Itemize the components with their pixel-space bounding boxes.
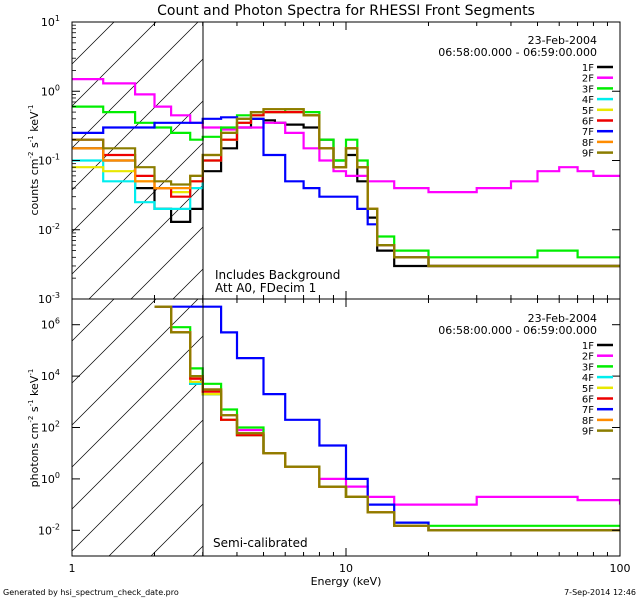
top-ylabel-part-0: counts cm — [28, 158, 41, 215]
bottom-ylabel-part-2: s — [28, 406, 41, 415]
annotation-attenuator: Att A0, FDecim 1 — [215, 281, 316, 295]
legend-label-6F: 6F — [582, 395, 594, 406]
bottom-ylabel-part-4: keV — [28, 375, 41, 399]
top-ylabel-part-3: -1 — [27, 135, 35, 142]
top-ylabel-part-4: keV — [28, 111, 41, 135]
series-9F-line — [72, 108, 620, 268]
top-ylabel-part-5: -1 — [27, 105, 35, 112]
x-tick-label: 100 — [610, 562, 631, 575]
bottom-ylabel-part-0: photons cm — [28, 423, 41, 488]
footer-timestamp: 7-Sep-2014 12:46 — [564, 588, 636, 597]
x-tick-label: 10 — [339, 562, 353, 575]
legend-label-3F: 3F — [582, 84, 594, 95]
legend-label-6F: 6F — [582, 117, 594, 128]
annotation-semi-calibrated: Semi-calibrated — [213, 536, 308, 550]
bottom-date: 23-Feb-2004 — [528, 312, 597, 325]
legend-label-3F: 3F — [582, 362, 594, 373]
top-ylabel-part-2: s — [28, 142, 41, 151]
hatch-line — [72, 335, 203, 468]
legend-label-5F: 5F — [582, 384, 594, 395]
legend-label-8F: 8F — [582, 416, 594, 427]
y-tick-label: 10-1 — [38, 153, 60, 168]
top-ylabel-part-1: -2 — [27, 151, 35, 158]
annotation-background: Includes Background — [215, 268, 340, 282]
legend-label-1F: 1F — [582, 63, 594, 74]
y-tick-label: 104 — [41, 368, 60, 383]
legend-label-7F: 7F — [582, 405, 594, 416]
hatch-line — [72, 377, 203, 510]
legend-label-5F: 5F — [582, 106, 594, 117]
top-date: 23-Feb-2004 — [528, 34, 597, 47]
y-tick-label: 106 — [41, 317, 60, 332]
top-time-range: 06:58:00.000 - 06:59:00.000 — [438, 46, 597, 59]
hatch-line — [72, 142, 203, 275]
legend-label-2F: 2F — [582, 74, 594, 85]
chart-title: Count and Photon Spectra for RHESSI Fron… — [157, 3, 535, 19]
bottom-ylabel-part-5: -1 — [27, 369, 35, 376]
hatched-region-bottom — [72, 299, 203, 556]
hatch-line — [72, 299, 199, 426]
y-tick-label: 10-3 — [38, 291, 60, 306]
hatch-line — [130, 226, 203, 299]
bottom-ylabel-part-1: -2 — [27, 416, 35, 423]
series-9F-line — [154, 305, 620, 532]
legend-label-8F: 8F — [582, 138, 594, 149]
top-ylabel: counts cm-2 s-1 keV-1 — [27, 105, 41, 216]
hatch-line — [72, 22, 157, 107]
legend-label-2F: 2F — [582, 352, 594, 363]
hatch-line — [150, 503, 203, 556]
footer-generated-by: Generated by hsi_spectrum_check_date.pro — [3, 588, 179, 597]
y-tick-label: 100 — [41, 83, 60, 98]
series-2F-line — [72, 78, 620, 194]
legend-label-1F: 1F — [582, 341, 594, 352]
hatch-line — [108, 461, 203, 556]
legend-label-9F: 9F — [582, 427, 594, 438]
legend-label-4F: 4F — [582, 373, 594, 384]
bottom-ylabel-part-3: -1 — [27, 399, 35, 406]
legend-label-4F: 4F — [582, 95, 594, 106]
y-tick-label: 10-2 — [38, 522, 60, 537]
y-tick-label: 101 — [41, 14, 60, 29]
legend-label-7F: 7F — [582, 127, 594, 138]
hatch-line — [72, 22, 199, 149]
xlabel: Energy (keV) — [311, 575, 382, 588]
bottom-ylabel: photons cm-2 s-1 keV-1 — [27, 369, 41, 488]
y-tick-label: 10-2 — [38, 222, 60, 237]
hatch-line — [88, 184, 203, 299]
hatch-line — [72, 419, 203, 552]
y-tick-label: 102 — [41, 420, 60, 435]
y-tick-label: 100 — [41, 471, 60, 486]
hatch-line — [72, 100, 203, 233]
legend-label-9F: 9F — [582, 149, 594, 160]
x-tick-label: 1 — [69, 562, 76, 575]
bottom-time-range: 06:58:00.000 - 06:59:00.000 — [438, 324, 597, 337]
hatch-line — [72, 299, 157, 384]
